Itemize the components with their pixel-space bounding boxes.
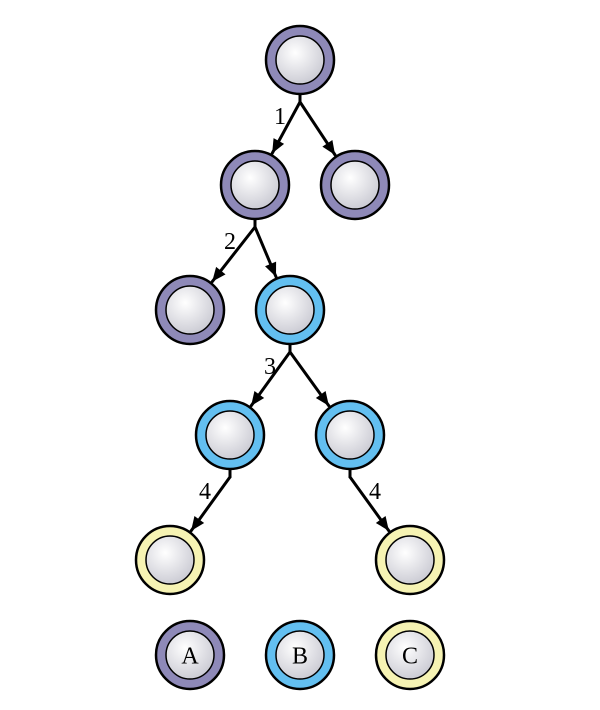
node-core <box>206 411 254 459</box>
step-label: 4 <box>199 479 211 505</box>
arrowhead-icon <box>376 516 389 531</box>
step-label: 3 <box>264 354 276 380</box>
tree-diagram: 1 2 3 4 4 A B C <box>0 0 600 710</box>
arrowhead-icon <box>191 516 204 531</box>
step-label: 2 <box>224 229 236 255</box>
node-core <box>146 536 194 584</box>
node-core <box>276 36 324 84</box>
node-core <box>266 286 314 334</box>
node-core <box>331 161 379 209</box>
node-core <box>166 286 214 334</box>
step-label: 1 <box>274 104 286 130</box>
step-label: 4 <box>369 479 381 505</box>
arrowhead-icon <box>316 391 329 406</box>
legend-label: B <box>292 643 308 669</box>
node-core <box>386 536 434 584</box>
arrowhead-icon <box>251 391 264 406</box>
arrowhead-icon <box>322 140 335 155</box>
legend-label: A <box>181 643 199 669</box>
legend-label: C <box>402 643 418 669</box>
node-core <box>231 161 279 209</box>
node-core <box>326 411 374 459</box>
